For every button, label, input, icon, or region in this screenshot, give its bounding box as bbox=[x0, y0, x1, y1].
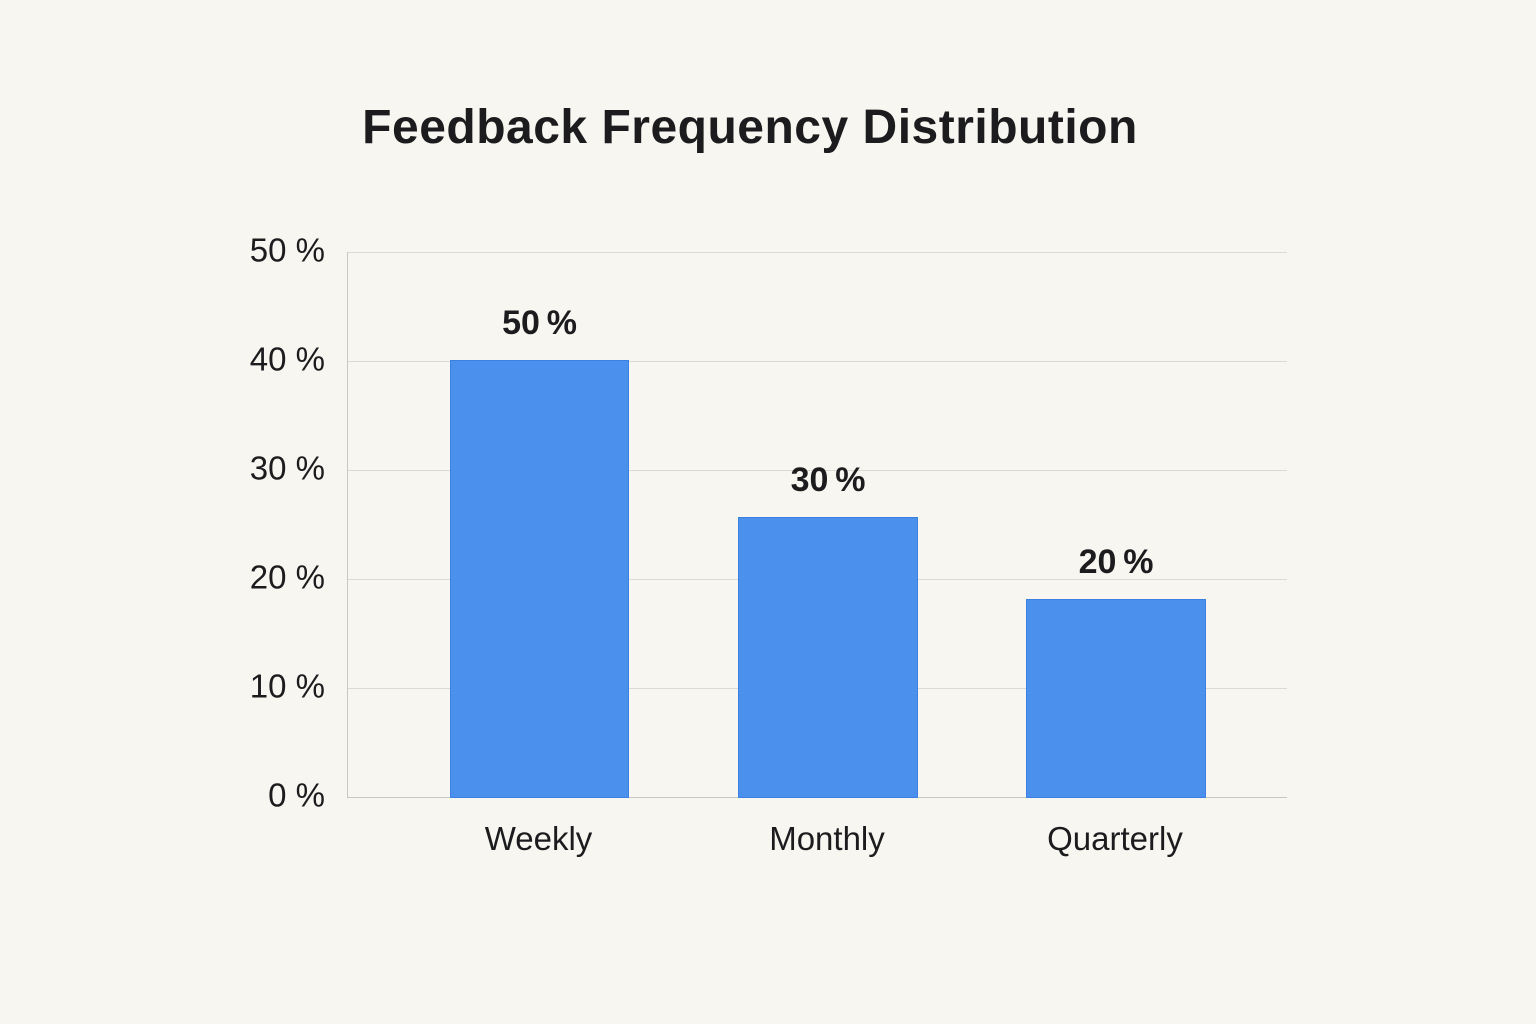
value-label-weekly: 50 % bbox=[502, 304, 577, 342]
plot-area: 50 % 30 % 20 % bbox=[347, 252, 1287, 798]
gridline-40% bbox=[348, 361, 1287, 362]
y-axis-tick-label: 40 % bbox=[249, 340, 325, 378]
y-axis-tick-label: 20 % bbox=[249, 558, 325, 596]
value-label-quarterly: 20 % bbox=[1078, 543, 1154, 581]
y-axis-tick-label: 10 % bbox=[249, 667, 325, 705]
y-axis-tick-label: 30 % bbox=[249, 449, 325, 487]
x-axis-label-monthly: Monthly bbox=[769, 820, 885, 857]
value-label-monthly: 30 % bbox=[790, 461, 866, 499]
chart-title: Feedback Frequency Distribution bbox=[362, 101, 1138, 154]
gridline-50% bbox=[348, 252, 1287, 253]
bar-quarterly bbox=[1026, 599, 1206, 798]
gridline-30% bbox=[348, 470, 1287, 471]
y-axis-tick-label: 0 % bbox=[268, 776, 325, 814]
x-axis-label-weekly: Weekly bbox=[484, 820, 593, 857]
bar-monthly bbox=[738, 517, 918, 798]
y-axis-tick-label: 50 % bbox=[249, 231, 325, 269]
x-axis-label-quarterly: Quarterly bbox=[1047, 820, 1183, 857]
bar-weekly bbox=[450, 360, 629, 798]
